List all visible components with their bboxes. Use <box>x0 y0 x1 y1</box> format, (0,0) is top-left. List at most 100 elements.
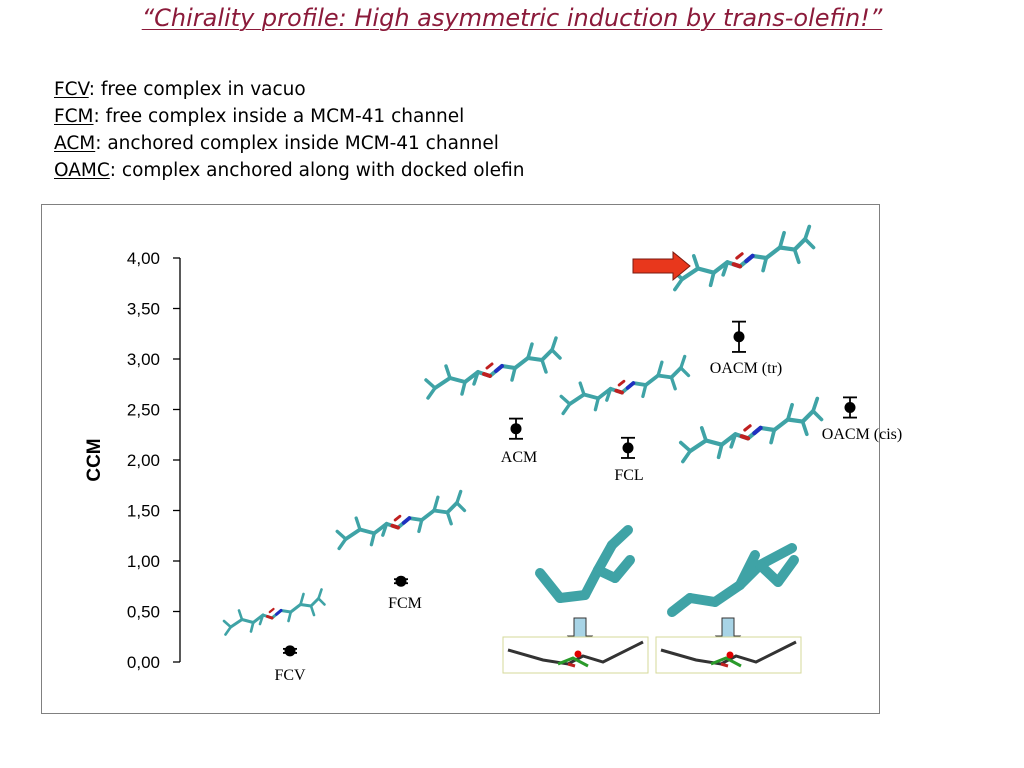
stick-bond <box>266 615 274 620</box>
inset-red-bond <box>567 662 576 668</box>
stick-bond <box>593 396 600 412</box>
stick-bond <box>448 376 467 384</box>
stick-bond <box>299 592 305 606</box>
stick-bond <box>432 495 440 513</box>
stick-bond <box>803 237 816 250</box>
definition-text-fcv: : free complex in vacuo <box>88 79 306 100</box>
inset-green-bond <box>710 656 742 668</box>
slide-title: “Chirality profile: High asymmetric indu… <box>141 4 883 32</box>
point-label: FCV <box>274 667 306 684</box>
stick-bond <box>535 568 565 603</box>
stick-bond <box>258 613 265 626</box>
stick-bond <box>249 621 255 633</box>
inset-cis <box>655 636 802 674</box>
stick-bond <box>279 609 293 614</box>
stick-bond <box>500 364 517 370</box>
stick-bond <box>222 619 233 629</box>
stick-bond <box>769 428 777 445</box>
stick-bond <box>335 529 348 541</box>
stick-bond <box>426 386 437 400</box>
point-label: FCM <box>388 595 422 612</box>
abbr-oamc: OAMC <box>54 160 110 181</box>
stick-bond <box>678 440 693 453</box>
point-label: OACM (cis) <box>822 426 902 443</box>
stick-bond <box>688 438 709 454</box>
stick-bond <box>761 256 769 273</box>
data-point: FCL <box>614 436 644 484</box>
point-marker <box>622 442 634 454</box>
point-marker <box>733 331 745 343</box>
stick-bond <box>673 277 685 292</box>
stick-bond <box>752 425 763 436</box>
point-marker <box>844 401 856 413</box>
stick-bond <box>773 555 799 587</box>
stick-bond <box>800 409 816 424</box>
stick-bond <box>417 518 424 534</box>
stick-bond <box>494 364 504 373</box>
stick-bond <box>755 543 797 570</box>
point-label: FCL <box>614 467 643 484</box>
abbr-fcv: FCV <box>54 79 89 100</box>
stick-bond <box>729 432 738 449</box>
inset-green-bond <box>557 656 589 668</box>
stick-bond <box>744 253 755 264</box>
stick-bond <box>643 373 661 387</box>
y-tick-label: 4,00 <box>127 249 160 268</box>
stick-bond <box>721 260 730 277</box>
stick-bond <box>559 394 572 406</box>
stick-bond <box>567 392 586 406</box>
red-dot-icon <box>574 650 582 658</box>
stick-bond <box>445 510 453 526</box>
stick-bond <box>540 358 548 374</box>
y-tick-label: 3,00 <box>127 350 160 369</box>
definition-acm: ACM: anchored complex inside MCM-41 chan… <box>54 130 524 157</box>
stick-bond <box>641 383 648 399</box>
stick-bond <box>607 525 633 550</box>
data-point: FCM <box>388 575 422 612</box>
stick-bond <box>708 270 716 288</box>
definitions-list: FCV: free complex in vacuo FCM: free com… <box>54 76 524 184</box>
y-tick-label: 3,50 <box>127 300 160 319</box>
stick-bond <box>800 419 809 437</box>
stick-bond <box>550 336 558 352</box>
stick-bond <box>317 597 326 606</box>
stick-bond <box>455 489 463 505</box>
stick-bond <box>526 342 534 360</box>
y-axis-title: CCM <box>84 438 105 481</box>
stick-bond <box>401 516 412 525</box>
stick-bond <box>455 501 467 513</box>
stick-bond <box>419 508 437 522</box>
stick-bond <box>317 588 323 600</box>
point-label: ACM <box>501 449 537 466</box>
stick-bond <box>811 409 824 422</box>
stick-bond <box>785 417 805 424</box>
definition-fcm: FCM: free complex inside a MCM-41 channe… <box>54 103 524 130</box>
stick-bond <box>482 372 492 378</box>
stick-bond <box>354 516 362 532</box>
stick-bond <box>691 254 700 271</box>
y-tick-label: 2,50 <box>127 401 160 420</box>
data-point: ACM <box>501 417 537 466</box>
stick-bond <box>614 388 624 395</box>
y-tick-label: 1,50 <box>127 502 160 521</box>
stick-bond <box>393 514 402 522</box>
stick-bond <box>337 537 348 551</box>
stick-bond <box>433 376 452 390</box>
stick-bond <box>764 245 782 261</box>
stick-bond <box>369 531 376 547</box>
stick-bond <box>739 434 751 441</box>
stick-bond <box>792 247 801 265</box>
stick-bond <box>578 381 586 397</box>
stick-bond <box>582 392 601 401</box>
stick-bond <box>224 625 233 636</box>
stick-bond <box>786 402 794 422</box>
stick-bond <box>229 618 244 629</box>
stick-bond <box>309 597 320 608</box>
point-marker <box>395 575 407 587</box>
stick-bond <box>287 610 293 623</box>
y-tick-label: 1,00 <box>127 552 160 571</box>
stick-bond <box>710 580 745 607</box>
stick-bond <box>610 555 635 583</box>
stick-bond <box>758 425 777 433</box>
